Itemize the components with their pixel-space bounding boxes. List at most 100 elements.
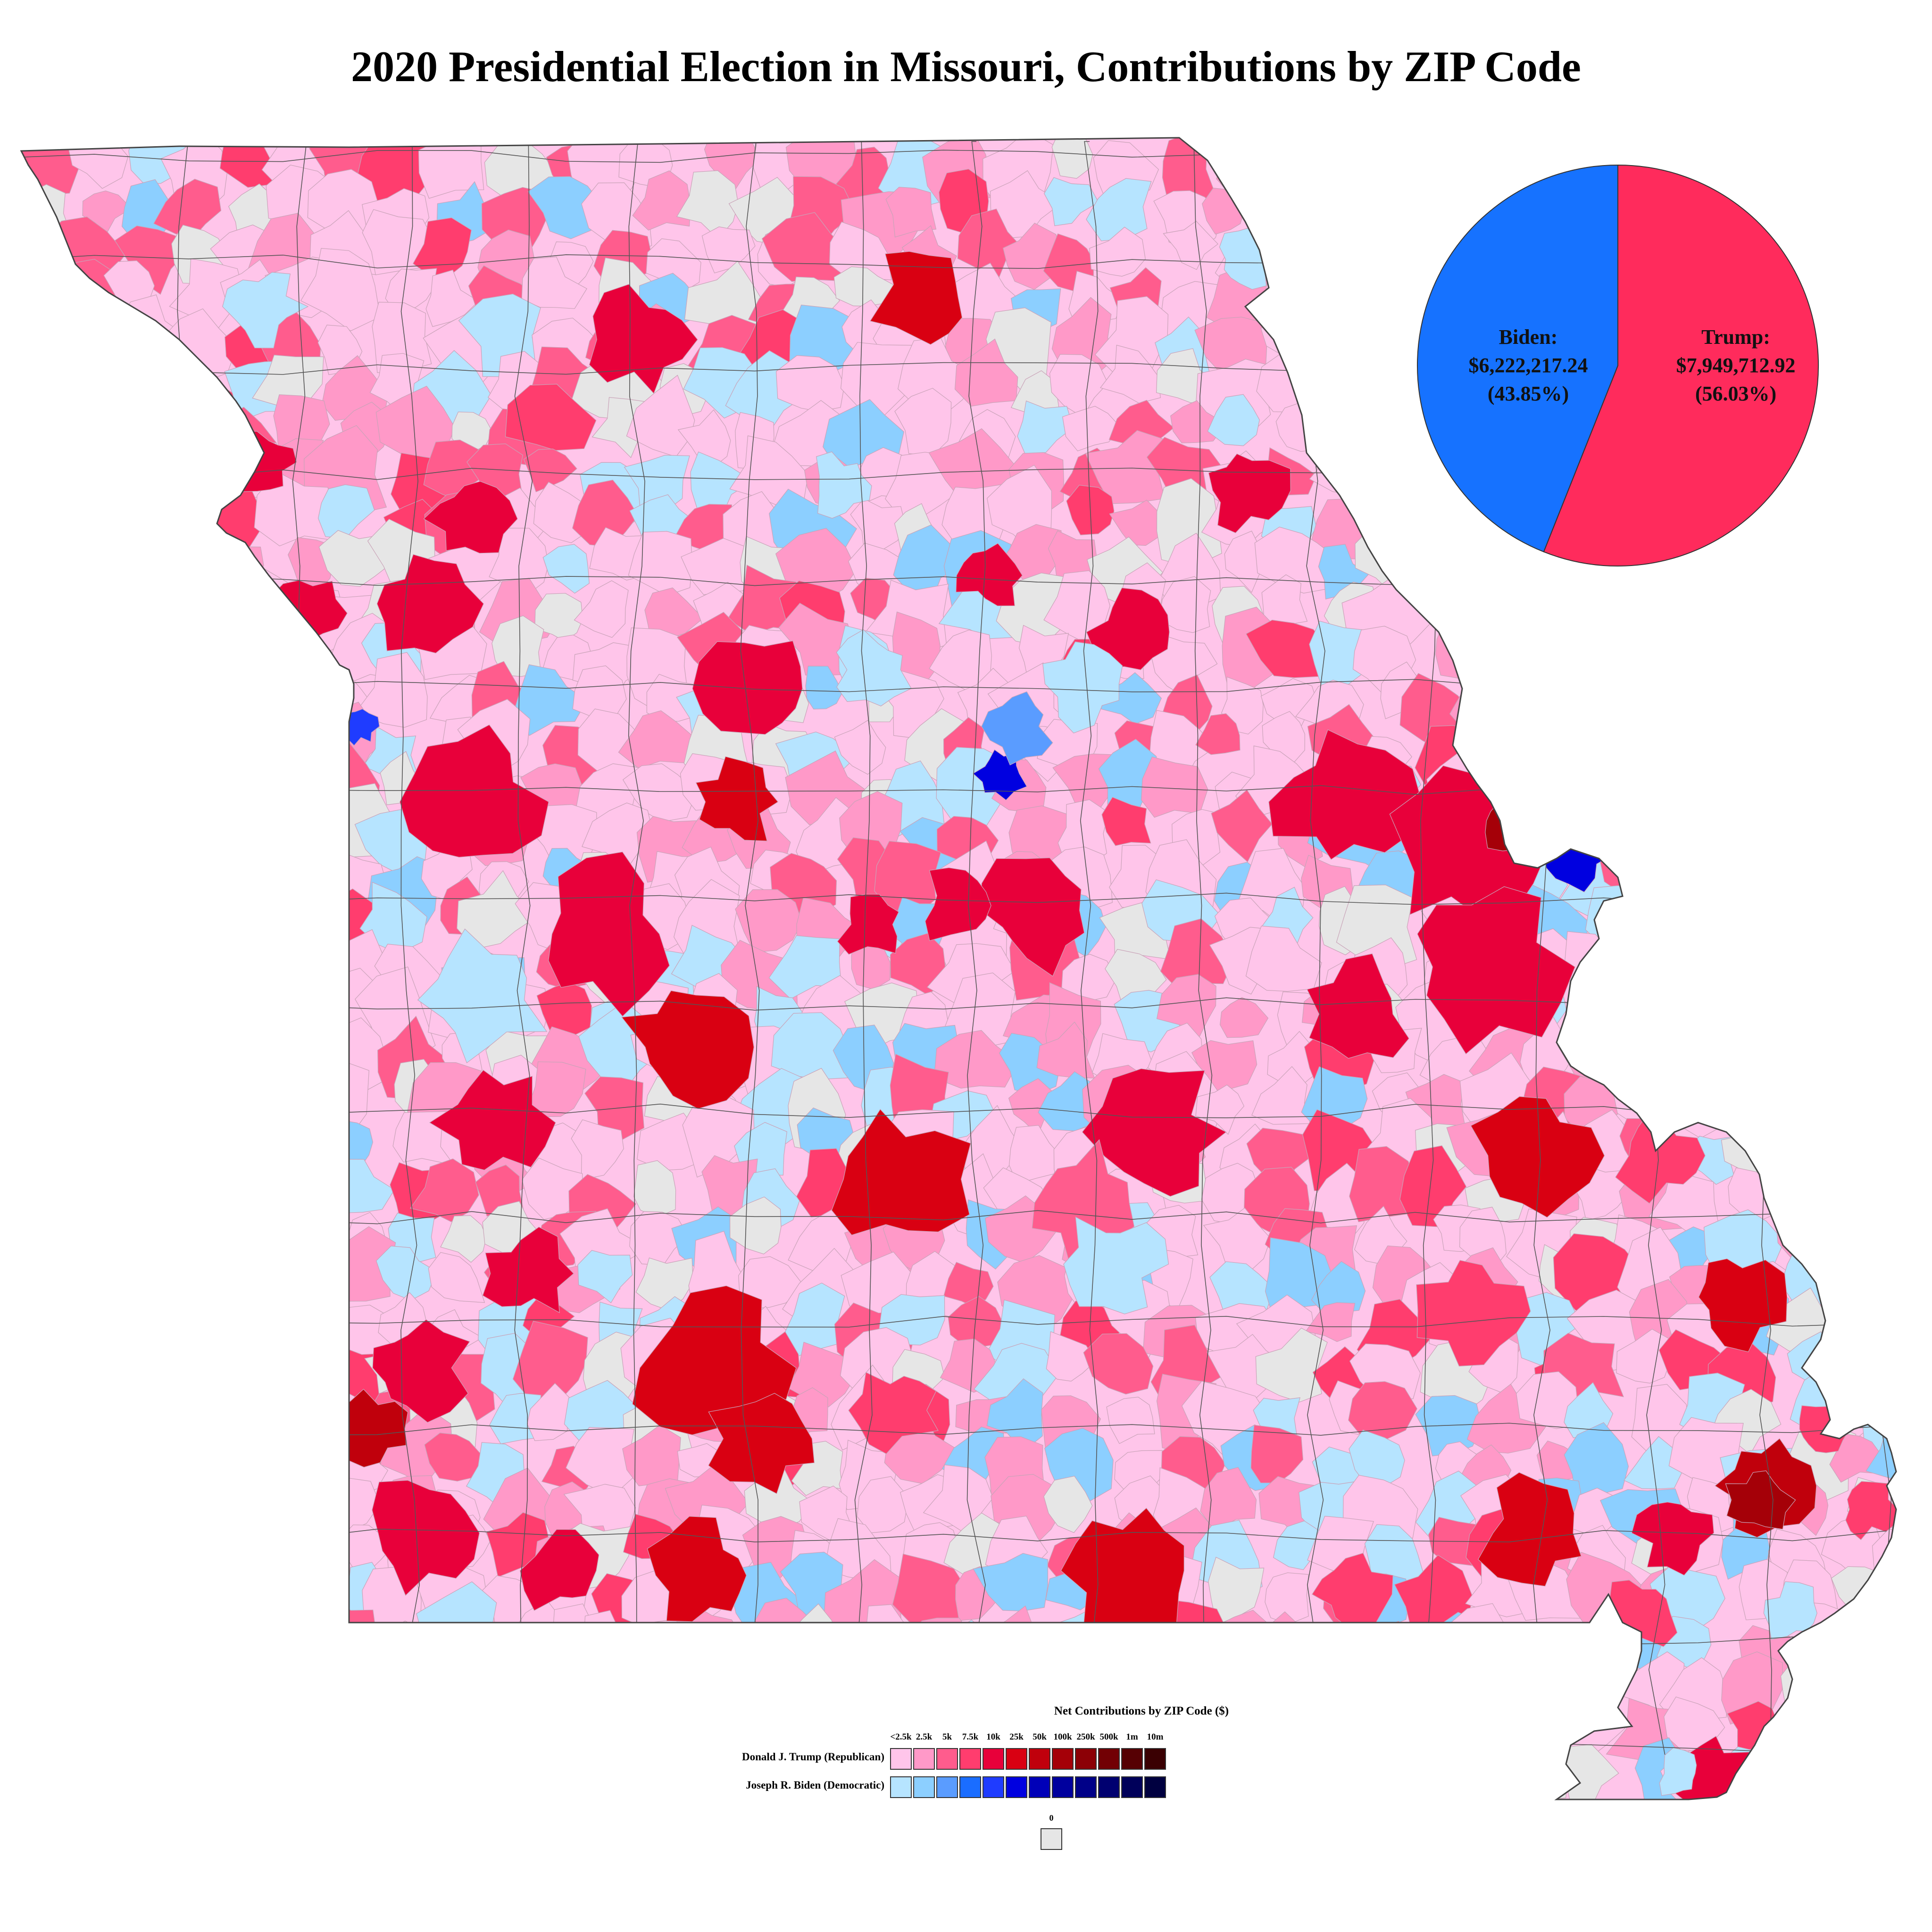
zip-region — [70, 641, 126, 690]
legend-biden-swatch — [1029, 1776, 1050, 1798]
zip-region — [1470, 1096, 1605, 1218]
zip-region — [169, 1738, 226, 1799]
zip-region — [258, 842, 321, 905]
zip-region — [21, 759, 75, 830]
zip-region — [1874, 335, 1896, 427]
zip-region — [1777, 1068, 1840, 1130]
zip-region — [1657, 883, 1736, 955]
zip-region — [416, 1646, 486, 1710]
zip-region — [1419, 1711, 1473, 1762]
zip-region — [574, 580, 629, 638]
zip-region — [1661, 765, 1726, 834]
zip-region — [222, 272, 309, 349]
zip-region — [513, 664, 588, 736]
zip-region — [1871, 966, 1896, 1045]
zip-region — [412, 217, 472, 277]
zip-region — [1828, 264, 1885, 325]
zip-region — [1841, 927, 1896, 1001]
zip-region — [1871, 1021, 1896, 1082]
zip-region — [181, 1282, 245, 1357]
zip-region — [957, 208, 1022, 285]
zip-region — [1856, 657, 1896, 732]
zip-region — [261, 756, 317, 820]
zip-region — [1811, 1058, 1896, 1137]
zip-region — [571, 1119, 624, 1180]
zip-region — [1873, 884, 1896, 942]
zip-region — [372, 1319, 470, 1423]
zip-region — [1816, 760, 1880, 827]
zip-region — [1549, 783, 1583, 824]
zip-region — [837, 894, 899, 955]
zip-region — [21, 886, 71, 954]
zip-region — [1219, 997, 1269, 1038]
pie-slice-biden — [1417, 164, 1618, 553]
zip-region — [214, 767, 273, 816]
zip-region — [269, 1154, 354, 1231]
zip-region — [258, 1029, 326, 1101]
zip-region — [1207, 394, 1260, 446]
zip-region — [771, 1012, 849, 1080]
zip-region — [21, 1244, 74, 1312]
zip-region — [46, 758, 108, 821]
zip-region — [223, 1741, 278, 1799]
zip-region — [1821, 1255, 1879, 1301]
zip-region — [973, 1553, 1049, 1612]
zip-region — [1897, 137, 1932, 199]
zip-region — [376, 554, 484, 654]
zip-region — [205, 978, 264, 1033]
zip-region — [1043, 1475, 1093, 1533]
zip-region — [1598, 831, 1688, 917]
zip-region — [268, 1516, 337, 1597]
zip-region — [1621, 654, 1695, 729]
zip-region — [1845, 1214, 1896, 1284]
zip-region — [263, 1732, 327, 1799]
zip-region — [1841, 899, 1888, 952]
zip-region — [521, 256, 587, 309]
legend-trump-label: Donald J. Trump (Republican) — [741, 1751, 884, 1763]
zip-region — [172, 400, 233, 445]
zip-region — [1357, 1713, 1441, 1785]
zip-region — [1624, 1016, 1674, 1079]
zip-region — [52, 308, 111, 398]
zip-region — [701, 226, 756, 274]
zip-region — [130, 536, 188, 611]
zip-region — [210, 1480, 285, 1541]
zip-region — [1195, 713, 1241, 755]
zip-region — [167, 847, 251, 928]
zip-region — [210, 1496, 295, 1579]
zip-region — [160, 934, 222, 985]
zip-region — [1845, 1481, 1896, 1541]
zip-region — [1719, 951, 1773, 1006]
zip-region — [647, 1516, 747, 1622]
zip-region — [1473, 720, 1528, 771]
zip-region — [83, 1567, 136, 1618]
zip-region — [1834, 1294, 1886, 1349]
zip-region — [1296, 1739, 1361, 1799]
zip-region — [1456, 1693, 1529, 1765]
zip-region — [1873, 803, 1896, 880]
zip-region — [372, 1480, 480, 1596]
zip-region — [591, 1757, 638, 1799]
zip-region — [1885, 837, 1896, 907]
zip-region — [165, 1701, 225, 1755]
zip-region — [618, 710, 696, 769]
zip-region — [164, 570, 235, 653]
zip-region — [270, 1285, 329, 1354]
zip-region — [1722, 963, 1788, 1037]
zip-region — [110, 933, 182, 996]
zip-region — [907, 1617, 974, 1671]
zip-region — [1844, 529, 1889, 586]
zip-region — [58, 1397, 114, 1454]
zip-region — [644, 1660, 706, 1719]
zip-region — [114, 1290, 187, 1379]
zip-region — [1049, 354, 1108, 418]
zip-region — [1725, 1470, 1796, 1530]
zip-region — [175, 885, 245, 950]
legend-title: Net Contributions by ZIP Code ($) — [1054, 1705, 1229, 1717]
zip-region — [1515, 1751, 1567, 1799]
zip-region — [1838, 1605, 1890, 1658]
zip-region — [1417, 886, 1575, 1055]
zip-region — [228, 666, 291, 727]
zip-region — [1883, 707, 1896, 774]
zip-region — [1355, 459, 1410, 519]
